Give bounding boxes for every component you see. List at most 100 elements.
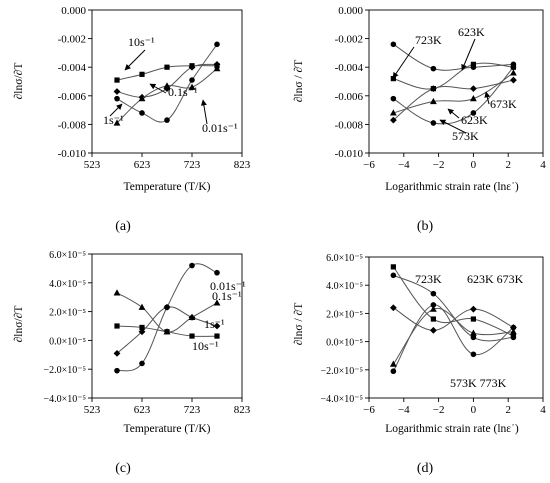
x-tick-label: 723 [184,404,201,416]
data-point [188,63,196,71]
panel-label: (c) [115,461,131,476]
series-line [393,307,514,331]
y-tick-label: -0.008 [58,119,87,131]
series-annotation: 0.01s⁻¹ [202,121,238,135]
data-point [113,88,121,95]
plot-frame [368,256,544,399]
data-point [113,119,121,126]
x-tick-label: −4 [398,159,410,171]
data-point [163,303,171,311]
chart-panel-0: 523 623 723 823 0.000 -0.002 -0.004 -0.006 -0.00… [13,5,251,234]
series-line [392,307,514,365]
y-axis-title: ∂lnσ/∂T [13,63,25,100]
data-point [163,85,171,93]
series-line [393,72,514,114]
data-point [390,41,397,48]
data-point [390,95,397,102]
x-axis-title: Logarithmic strain rate (lnε˙) [385,423,519,435]
data-point [213,322,221,330]
plot-frame [91,253,243,399]
y-axis-title: ∂lnσ / ∂T [293,303,305,345]
data-point [188,313,196,320]
series-annotation: 623K [458,25,485,39]
data-point [510,69,517,76]
series-line [116,292,218,333]
series-line [393,66,514,125]
x-axis-title: Temperature (T/K) [124,423,211,435]
data-point [470,85,477,93]
y-tick-label: 6.0×10⁻⁵ [49,250,86,261]
series-annotation: 10s⁻¹ [128,35,155,49]
y-tick-label: -0.004 [335,62,364,74]
data-point [139,324,145,331]
data-point [164,117,170,123]
y-tick-label: 2.0×10⁻⁵ [49,308,86,319]
annotation-arrow [124,49,146,71]
x-tick-label: −6 [363,404,375,416]
panel-label: (d) [417,461,434,476]
data-point [470,305,477,313]
data-point [188,83,196,90]
data-point [390,272,397,279]
data-point [214,41,220,48]
data-point [470,64,477,70]
data-point [470,351,477,358]
x-axis-title: Logarithmic strain rate (lnε˙) [385,181,519,193]
series-annotation: 573K [452,129,479,143]
series-annotation: 0.1s⁻¹ [212,289,242,303]
series-annotation: 0.1s⁻¹ [168,85,198,99]
data-point [510,328,517,335]
y-tick-label: -0.008 [335,119,364,131]
y-tick-label: -0.002 [335,34,363,46]
x-tick-label: 0 [471,404,477,416]
y-tick-label: 0.0×10⁻⁵ [49,336,86,347]
data-point [430,302,437,308]
annotation-arrow [484,91,491,105]
data-point [390,368,397,375]
panel-label: (b) [417,219,434,234]
data-point [430,65,437,72]
data-point [470,329,477,336]
x-tick-label: 4 [540,404,546,416]
y-tick-label: -0.010 [58,148,87,160]
series-annotation: 673K [490,97,517,111]
x-tick-label: 2 [505,159,511,171]
series-annotation: 573K 773K [450,376,507,390]
data-point [389,109,397,116]
x-tick-label: 4 [540,159,546,171]
data-point [389,360,397,367]
panel-label: (a) [115,219,131,234]
y-tick-label: -0.002 [58,34,86,46]
data-point [163,82,171,89]
series-annotation: 1s⁻¹ [204,317,225,331]
data-point [214,269,220,276]
chart-panel-3: −6 −4 −2 0 2 4 6.0×10⁻⁵ 4.0×10⁻⁵ 2.0×10⁻⁵ 0.0×10⁻… [293,253,546,476]
data-point [510,64,517,70]
y-tick-label: 4.0×10⁻⁵ [326,281,363,292]
data-point [164,329,170,335]
annotation-arrow [461,38,476,71]
annotation-arrow [439,119,467,134]
data-point [429,326,437,334]
x-tick-label: 723 [184,159,201,171]
series-line [393,79,514,121]
data-point [470,61,476,67]
data-point [213,60,221,68]
data-point [470,334,477,341]
series-annotation: 623K 673K [467,272,524,286]
data-point [430,86,436,92]
data-point [189,333,195,339]
data-point [213,65,221,72]
data-point [114,77,120,83]
annotation-arrow [149,83,167,94]
y-tick-label: -0.010 [335,148,364,160]
x-tick-label: −4 [398,404,410,416]
x-axis-title: Temperature (T/K) [124,181,211,193]
data-point [470,316,476,322]
y-tick-label: 0.000 [338,5,363,17]
data-point [470,110,477,116]
y-tick-label: -0.004 [58,62,87,74]
annotation-arrow [392,46,415,79]
data-point [510,324,517,331]
